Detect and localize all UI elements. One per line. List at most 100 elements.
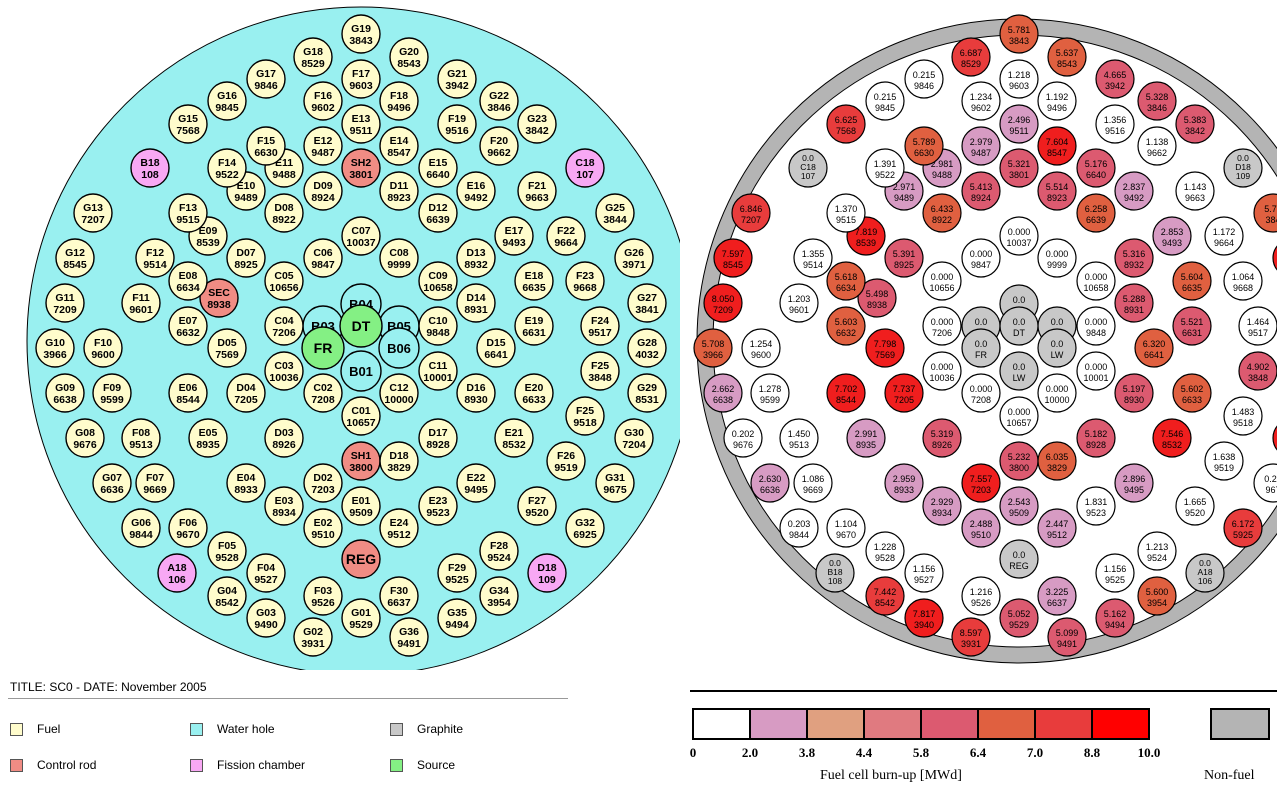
burnup-cell-number: 9493 (1162, 238, 1182, 248)
burnup-cell-value: 8.597 (960, 628, 983, 638)
core-cell-number: 8544 (176, 394, 200, 406)
burnup-cell-value: 0.000 (1046, 384, 1069, 394)
legend-item-control-rod: Control rod (10, 758, 96, 772)
burnup-cell-circle (793, 463, 833, 503)
burnup-cell-number: 3931 (961, 639, 981, 649)
core-cell-id: F21 (528, 180, 546, 192)
burnup-cell-text: 107 (801, 171, 815, 181)
core-cell-id: G22 (489, 90, 509, 102)
burnup-cell-circle (793, 238, 833, 278)
core-cell-number: 9519 (554, 462, 578, 474)
burnup-cell-circle (1076, 486, 1116, 526)
core-cell-number: 9518 (573, 417, 597, 429)
burnup-cell-value: 3.225 (1046, 587, 1069, 597)
burnup-cell-value: 7.737 (893, 384, 916, 394)
burnup-cell-value: 2.981 (931, 159, 954, 169)
burnup-cell-number: 6637 (1047, 598, 1067, 608)
core-cell-number: 9668 (573, 282, 597, 294)
core-cell-circle (207, 328, 247, 368)
core-cell-circle (246, 59, 286, 99)
burnup-cell-number: 9599 (760, 395, 780, 405)
core-cell-id: G34 (489, 585, 509, 597)
burnup-cell-circle (884, 238, 924, 278)
burnup-cell-number: 9512 (1047, 530, 1067, 540)
burnup-cell-circle (1223, 261, 1263, 301)
burnup-cell-circle (741, 328, 781, 368)
burnup-cell-value: 0.000 (1085, 317, 1108, 327)
core-cell-id: A18 (167, 562, 186, 574)
core-cell-id: G21 (447, 68, 467, 80)
burnup-cell-value: 2.959 (893, 474, 916, 484)
burnup-cell-circle (865, 81, 905, 121)
core-cell-circle (476, 328, 516, 368)
core-cell-label: B06 (387, 341, 411, 356)
burnup-cell-circle (1137, 81, 1177, 121)
core-cell-id: G10 (45, 337, 65, 349)
burnup-cell-circle (904, 553, 944, 593)
core-cell-id: D04 (236, 382, 255, 394)
core-cell-circle (341, 216, 381, 256)
core-cell-circle (389, 617, 429, 657)
burnup-cell-value: 0.000 (970, 249, 993, 259)
burnup-cell-circle (1114, 283, 1154, 323)
burnup-cell-circle (713, 238, 753, 278)
core-cell-circle (157, 553, 197, 593)
core-cell-circle (379, 576, 419, 616)
burnup-cell-number: 10657 (1006, 418, 1031, 428)
burnup-cell-number: 9511 (1009, 126, 1028, 136)
core-cell-id: G26 (624, 247, 644, 259)
core-cell-circle (293, 617, 333, 657)
burnup-cell-value: 5.604 (1181, 272, 1204, 282)
core-cell-id: G31 (605, 472, 625, 484)
scale-tick-label: 10.0 (1137, 745, 1161, 760)
core-cell-id: F30 (390, 585, 408, 597)
burnup-cell-number: 967 (1265, 485, 1277, 495)
burnup-cell-circle (1037, 126, 1077, 166)
burnup-cell-number: 8543 (1057, 59, 1077, 69)
burnup-cell-number: 8542 (875, 598, 895, 608)
burnup-cell-value: 0.215 (913, 70, 936, 80)
core-cell-number: 9495 (464, 484, 488, 496)
core-cell-circle (514, 306, 554, 346)
burnup-cell-number: 3843 (1009, 36, 1029, 46)
burnup-cell-value: 5.182 (1085, 429, 1108, 439)
core-cell-id: F09 (103, 382, 121, 394)
burnup-cell-number: 6634 (836, 283, 856, 293)
burnup-cell-circle (1137, 531, 1177, 571)
core-cell-number: 9522 (215, 169, 239, 181)
burnup-cell-circle (703, 283, 743, 323)
burnup-cell-value: 2.837 (1123, 182, 1146, 192)
burnup-cell-value: 1.172 (1213, 227, 1236, 237)
burnup-cell-circle (779, 418, 819, 458)
burnup-cell-circle (1172, 261, 1212, 301)
core-cell-dt: DT (339, 304, 383, 348)
burnup-cell-value: 6.846 (740, 204, 763, 214)
burnup-cell-text: 109 (1236, 171, 1250, 181)
burnup-cell-circle (951, 617, 991, 657)
core-cell-number: 8925 (234, 259, 258, 271)
core-cell-number: 6641 (484, 349, 508, 361)
burnup-cell-value: 4.665 (1104, 70, 1127, 80)
core-cell-id: G13 (83, 202, 103, 214)
scale-tick-label: 3.8 (798, 745, 816, 760)
burnup-cell-text: 0.0 (1199, 558, 1211, 568)
burnup-cell-number: 7209 (713, 305, 733, 315)
burnup-cell-value: 1.391 (874, 159, 897, 169)
burnup-cell-circle (1037, 238, 1077, 278)
burnup-cell-circle (1137, 126, 1177, 166)
legend-title: TITLE: SC0 - DATE: November 2005 (10, 680, 207, 694)
burnup-cell-value: 5.288 (1123, 294, 1146, 304)
core-cell-number: 9488 (272, 169, 296, 181)
core-cell-label: REG (346, 551, 376, 567)
